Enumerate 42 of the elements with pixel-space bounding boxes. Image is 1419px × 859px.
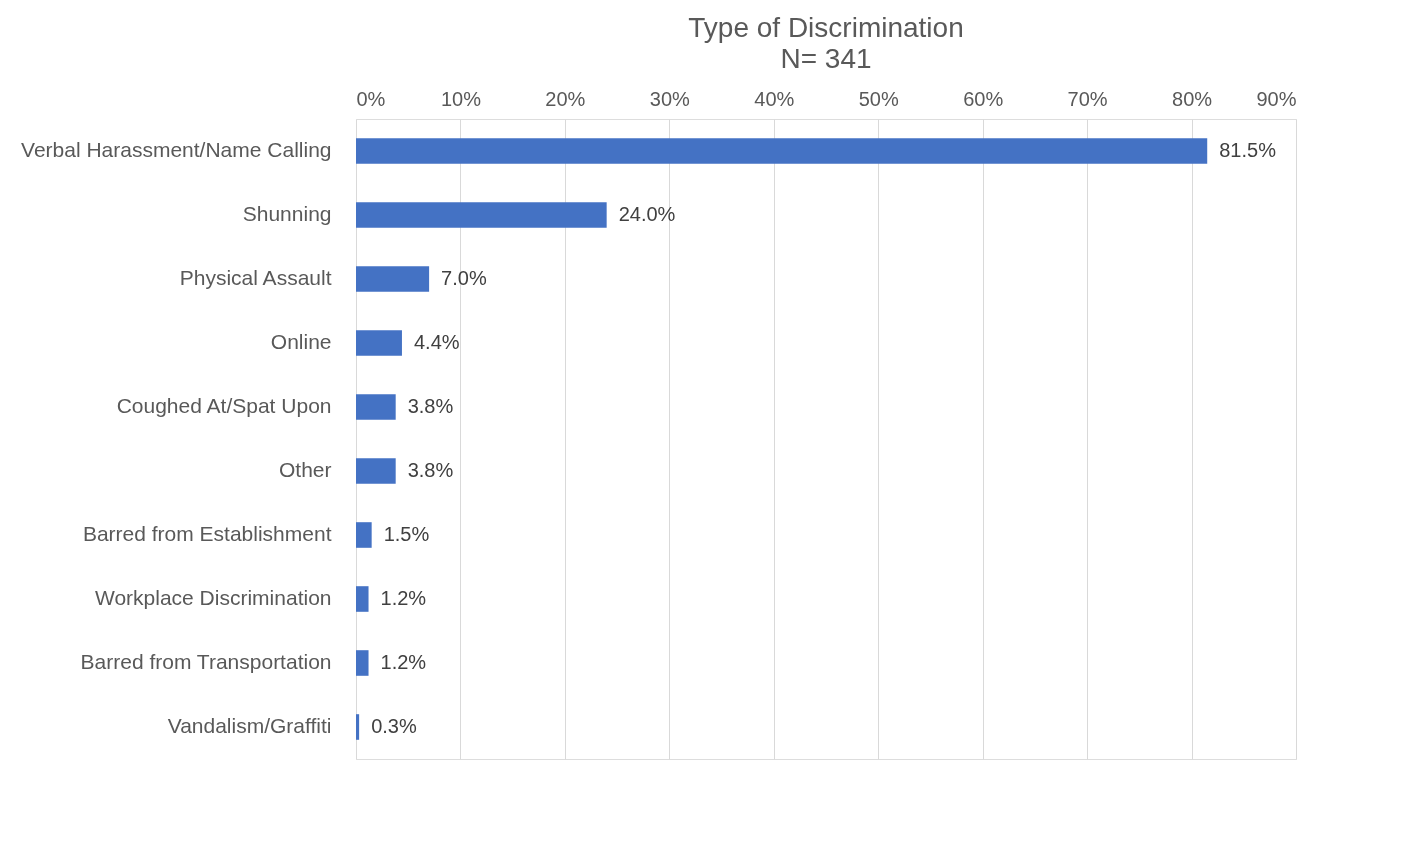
bar [356, 266, 430, 292]
bar [356, 522, 372, 548]
data-label: 1.2% [380, 651, 427, 673]
chart-subtitle: N= 341 [780, 43, 872, 74]
chart-title: Type of Discrimination [688, 12, 964, 43]
bar [356, 650, 369, 676]
data-label: 7.0% [441, 267, 487, 289]
data-label: 3.8% [407, 395, 454, 417]
y-tick-label: Online [270, 330, 332, 353]
x-tick-label: 10% [440, 87, 482, 110]
bar [356, 586, 369, 612]
bar [356, 458, 396, 484]
y-tick-label: Vandalism/Graffiti [167, 714, 332, 737]
y-tick-label: Shunning [242, 202, 332, 225]
x-tick-label: 60% [963, 87, 1004, 110]
x-tick-label: 70% [1067, 87, 1108, 110]
x-tick-label: 50% [858, 87, 899, 110]
bar [356, 330, 402, 356]
data-label: 0.3% [371, 715, 417, 737]
data-label: 4.4% [413, 331, 460, 353]
data-label: 3.8% [407, 459, 454, 481]
y-tick-label: Physical Assault [179, 266, 332, 289]
data-label: 1.5% [383, 523, 430, 545]
bar [356, 202, 607, 228]
data-label: 24.0% [618, 203, 676, 225]
y-tick-label: Coughed At/Spat Upon [116, 394, 332, 417]
y-tick-label: Barred from Establishment [82, 522, 332, 545]
bar [356, 714, 360, 740]
data-label: 81.5% [1219, 139, 1277, 161]
x-tick-label: 90% [1256, 87, 1297, 110]
x-tick-label: 80% [1172, 87, 1213, 110]
y-tick-label: Other [278, 458, 332, 481]
x-tick-label: 40% [754, 87, 795, 110]
y-tick-label: Verbal Harassment/Name Calling [21, 138, 332, 161]
data-label: 1.2% [380, 587, 427, 609]
bar [356, 394, 396, 420]
x-tick-label: 0% [356, 87, 386, 110]
y-tick-label: Barred from Transportation [80, 650, 332, 673]
x-tick-label: 20% [545, 87, 586, 110]
bar [356, 138, 1208, 164]
x-tick-label: 30% [649, 87, 691, 110]
y-tick-label: Workplace Discrimination [94, 586, 332, 609]
